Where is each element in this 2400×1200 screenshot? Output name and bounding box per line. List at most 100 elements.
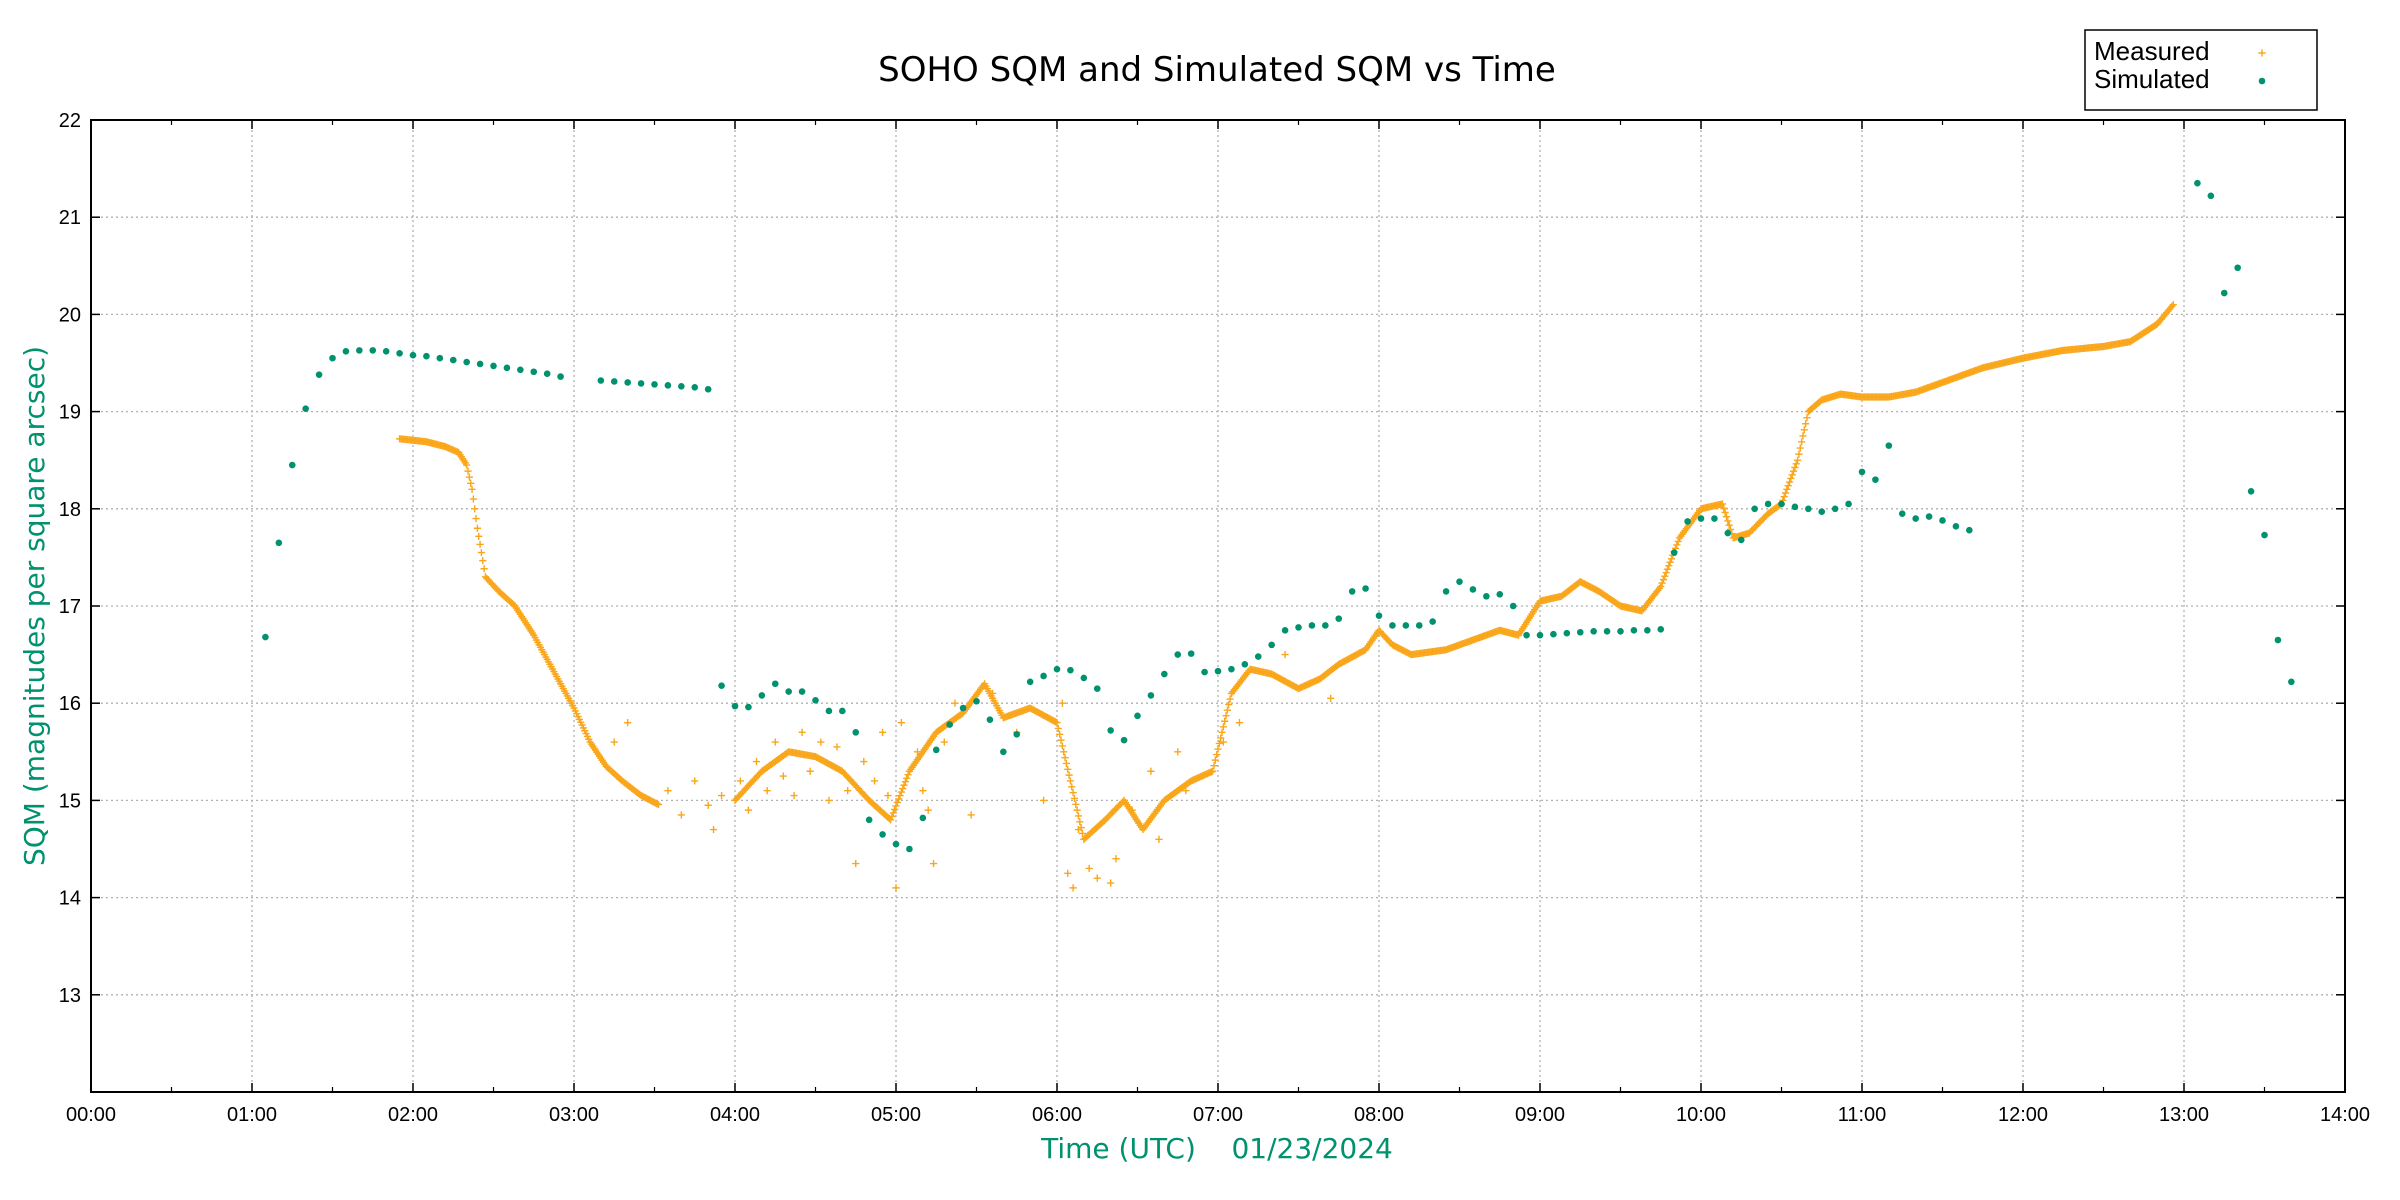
simulated-point: [691, 384, 699, 391]
y-tick-label: 22: [59, 110, 81, 132]
measured-point: [479, 557, 487, 565]
measured-point: [1781, 489, 1790, 497]
measured-point: [1093, 874, 1101, 882]
measured-point: [1791, 463, 1799, 472]
measured-point: [1056, 730, 1064, 738]
measured-point: [870, 777, 879, 785]
simulated-point: [1040, 672, 1047, 680]
measured-point: [901, 778, 909, 786]
simulated-point: [825, 707, 833, 715]
measured-point: [1060, 748, 1068, 756]
measured-point: [1666, 558, 1674, 566]
simulated-point: [1912, 515, 1919, 522]
measured-point: [1221, 717, 1229, 725]
simulated-point: [490, 362, 497, 370]
simulated-point: [543, 370, 551, 377]
x-tick-label: 10:00: [1676, 1104, 1726, 1126]
simulated-point: [503, 364, 511, 372]
measured-point: [1788, 471, 1796, 479]
legend: Measured Simulated: [2084, 29, 2318, 111]
measured-point: [1718, 500, 1727, 508]
x-tick-label: 14:00: [2320, 1104, 2370, 1126]
simulated-point: [1845, 500, 1852, 508]
measured-point: [940, 738, 948, 746]
simulated-point: [1737, 536, 1745, 544]
measured-point: [1174, 748, 1182, 756]
simulated-point: [758, 692, 766, 699]
simulated-point: [1644, 627, 1651, 634]
measured-point: [1327, 694, 1335, 702]
x-tick-label: 12:00: [1998, 1104, 2048, 1126]
measured-point: [465, 473, 473, 481]
simulated-point: [2274, 636, 2282, 644]
measured-point: [1724, 517, 1732, 525]
measured-point: [471, 505, 479, 513]
simulated-point: [1496, 591, 1504, 598]
simulated-point: [1872, 476, 1879, 483]
measured-point: [790, 791, 798, 800]
simulated-point: [1711, 515, 1718, 522]
measured-point: [1128, 806, 1136, 814]
measured-point: [1218, 728, 1226, 736]
measured-point: [989, 689, 997, 698]
measured-point: [1226, 695, 1234, 703]
simulated-point: [1469, 586, 1477, 593]
measured-point: [1215, 739, 1223, 748]
measured-point: [1225, 700, 1233, 709]
simulated-point: [1617, 627, 1624, 635]
simulated-point: [396, 349, 403, 357]
measured-point: [895, 795, 903, 803]
measured-point: [967, 811, 975, 819]
measured-point: [480, 565, 488, 573]
y-tick-label: 20: [59, 304, 81, 326]
measured-point: [798, 728, 806, 736]
simulated-point: [476, 360, 484, 368]
x-tick-label: 05:00: [871, 1104, 921, 1126]
measured-point: [664, 787, 672, 795]
measured-point: [1039, 796, 1048, 804]
measured-point: [473, 524, 481, 532]
measured-point: [1058, 742, 1066, 750]
measured-point: [1214, 745, 1222, 753]
measured-point: [884, 791, 892, 800]
simulated-point: [1295, 624, 1302, 631]
measured-series: [395, 301, 2177, 892]
x-tick-label: 01:00: [227, 1104, 277, 1126]
measured-point: [891, 805, 899, 814]
measured-point: [1078, 829, 1087, 838]
simulated-point: [288, 461, 296, 469]
simulated-point: [1322, 622, 1329, 629]
simulated-point: [1858, 468, 1866, 476]
measured-point: [878, 728, 887, 736]
measured-point: [1085, 864, 1093, 873]
chart-title: SOHO SQM and Simulated SQM vs Time: [878, 50, 1556, 90]
simulated-point: [1630, 627, 1638, 634]
y-tick-label: 14: [59, 888, 81, 910]
simulated-point: [1375, 612, 1383, 620]
measured-point: [1209, 767, 1217, 775]
y-tick-label: 17: [59, 596, 81, 618]
simulated-point: [624, 379, 631, 386]
simulated-point: [610, 378, 618, 385]
simulated-point: [946, 721, 953, 728]
simulated-point: [932, 746, 940, 754]
simulated-point: [1576, 628, 1584, 636]
y-tick-label: 13: [59, 985, 81, 1007]
measured-point: [1721, 508, 1729, 517]
simulated-point: [436, 354, 444, 362]
simulated-point: [1134, 712, 1141, 720]
measured-point: [1223, 706, 1231, 714]
x-tick-label: 02:00: [388, 1104, 438, 1126]
simulated-point: [1885, 442, 1893, 449]
simulated-point: [463, 358, 470, 366]
simulated-point: [1684, 518, 1691, 525]
simulated-point: [731, 702, 739, 710]
legend-marker-simulated-glyph: [2258, 77, 2266, 85]
simulated-point: [1053, 665, 1061, 673]
measured-point: [1219, 738, 1227, 746]
measured-point: [860, 757, 868, 766]
measured-point: [709, 825, 718, 834]
simulated-point: [718, 682, 725, 690]
x-tick-label: 03:00: [549, 1104, 599, 1126]
simulated-point: [1657, 626, 1665, 633]
